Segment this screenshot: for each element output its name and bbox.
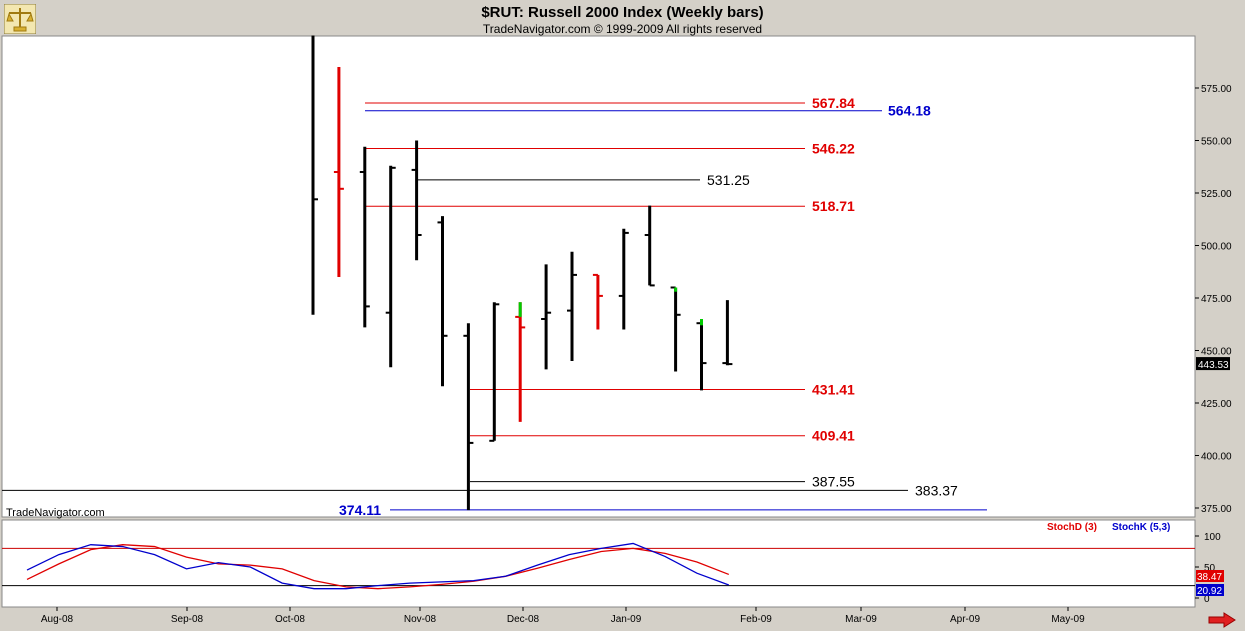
- time-axis-label: Feb-09: [740, 614, 772, 625]
- stoch-last-box: [1196, 570, 1224, 582]
- time-axis-label: Aug-08: [41, 614, 74, 625]
- level-label: 518.71: [812, 198, 855, 214]
- price-axis-label: 475.00: [1201, 294, 1232, 305]
- price-axis-label: 400.00: [1201, 452, 1232, 463]
- level-label: 567.84: [812, 95, 855, 111]
- time-axis-label: Nov-08: [404, 614, 437, 625]
- stoch-last-value: 20.92: [1197, 586, 1222, 597]
- time-axis-label: May-09: [1051, 614, 1085, 625]
- time-axis-label: Sep-08: [171, 614, 204, 625]
- time-axis-label: Oct-08: [275, 614, 305, 625]
- chart-title: $RUT: Russell 2000 Index (Weekly bars): [481, 4, 764, 21]
- chart-subtitle: TradeNavigator.com © 1999-2009 All right…: [482, 22, 763, 36]
- price-axis-label: 550.00: [1201, 137, 1232, 148]
- level-label: 531.25: [707, 172, 750, 188]
- time-axis-label: Dec-08: [507, 614, 540, 625]
- price-axis-label: 450.00: [1201, 347, 1232, 358]
- level-label: 387.55: [812, 474, 855, 490]
- stoch-last-box: [1196, 584, 1224, 596]
- level-label: 564.18: [888, 103, 931, 119]
- level-label: 374.11: [339, 502, 381, 518]
- stochastic-pane: [1, 519, 1196, 608]
- level-label: 409.41: [812, 428, 855, 444]
- stoch-last-value: 38.47: [1197, 572, 1222, 583]
- price-axis-label: 425.00: [1201, 399, 1232, 410]
- arrow-right-icon[interactable]: [1208, 612, 1236, 628]
- stoch-axis-label: 100: [1204, 532, 1221, 543]
- price-axis-label: 500.00: [1201, 242, 1232, 253]
- watermark: TradeNavigator.com: [6, 507, 105, 519]
- price-axis-label: 575.00: [1201, 84, 1232, 95]
- last-price-box: [1196, 357, 1230, 371]
- scales-icon[interactable]: [4, 4, 36, 34]
- stoch-line: [26, 544, 730, 590]
- stoch-legend: StochD (3): [1047, 522, 1097, 533]
- price-axis-label: 525.00: [1201, 189, 1232, 200]
- price-axis-label: 375.00: [1201, 504, 1232, 515]
- level-label: 546.22: [812, 140, 855, 156]
- level-label: 431.41: [812, 382, 855, 398]
- level-label: 383.37: [915, 482, 958, 498]
- stoch-legend: StochK (5,3): [1112, 522, 1170, 533]
- stoch-axis-label: 0: [1204, 594, 1210, 605]
- last-price-label: 443.53: [1198, 360, 1229, 371]
- time-axis-label: Jan-09: [611, 614, 642, 625]
- time-axis-label: Apr-09: [950, 614, 980, 625]
- stoch-axis-label: 50: [1204, 563, 1216, 574]
- stoch-line: [26, 542, 730, 590]
- time-axis-label: Mar-09: [845, 614, 877, 625]
